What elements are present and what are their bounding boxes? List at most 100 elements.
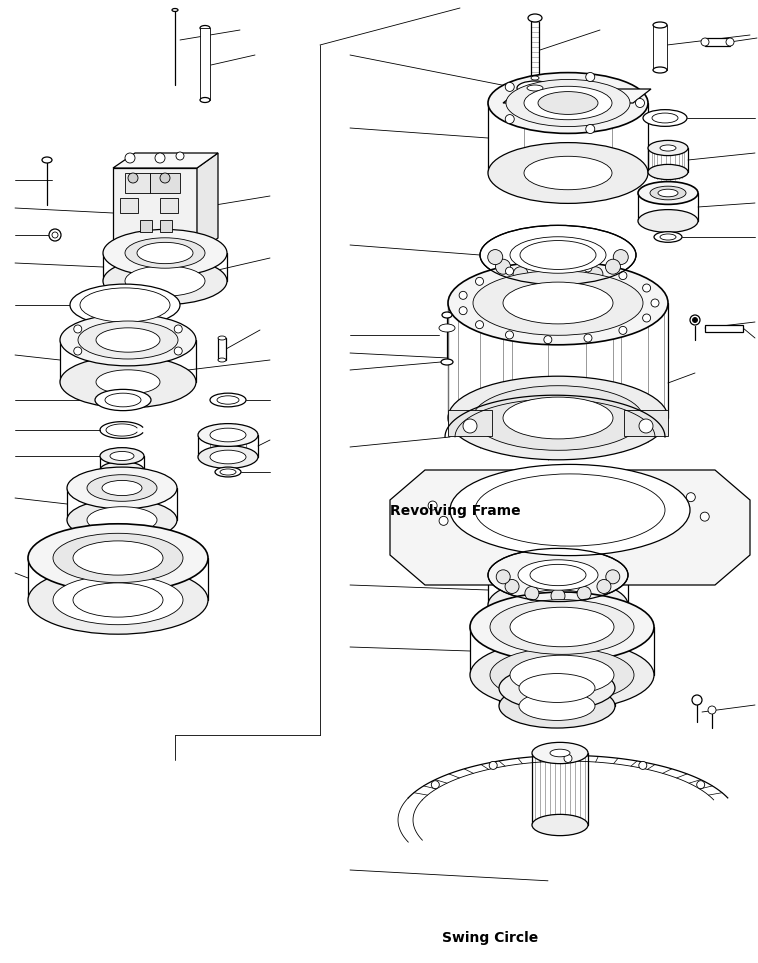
Circle shape <box>651 299 659 307</box>
Ellipse shape <box>518 589 598 620</box>
Ellipse shape <box>210 450 246 464</box>
Circle shape <box>584 334 592 342</box>
Ellipse shape <box>643 110 687 126</box>
Circle shape <box>506 267 513 275</box>
Circle shape <box>606 570 620 584</box>
Circle shape <box>643 284 650 292</box>
Circle shape <box>655 525 664 534</box>
Polygon shape <box>390 470 750 585</box>
Ellipse shape <box>650 186 686 200</box>
Circle shape <box>643 314 650 322</box>
Circle shape <box>74 325 82 333</box>
Circle shape <box>635 98 644 108</box>
Ellipse shape <box>70 284 180 325</box>
Ellipse shape <box>530 564 586 586</box>
Text: Revolving Frame: Revolving Frame <box>390 504 521 518</box>
Ellipse shape <box>638 182 698 204</box>
Circle shape <box>693 318 697 323</box>
Ellipse shape <box>172 9 178 12</box>
Ellipse shape <box>450 464 690 556</box>
Ellipse shape <box>480 225 636 285</box>
Circle shape <box>513 267 528 282</box>
Ellipse shape <box>103 229 227 276</box>
Ellipse shape <box>42 157 52 163</box>
Ellipse shape <box>510 655 614 694</box>
Ellipse shape <box>652 113 678 123</box>
Ellipse shape <box>701 38 709 46</box>
Circle shape <box>155 153 165 163</box>
Circle shape <box>584 264 592 272</box>
Ellipse shape <box>510 608 614 647</box>
Ellipse shape <box>510 237 606 273</box>
Ellipse shape <box>473 386 643 451</box>
Ellipse shape <box>653 67 667 73</box>
Ellipse shape <box>60 314 196 366</box>
Ellipse shape <box>215 467 241 477</box>
Circle shape <box>700 512 709 521</box>
Ellipse shape <box>517 81 553 95</box>
Circle shape <box>496 528 505 536</box>
Polygon shape <box>113 168 197 253</box>
Ellipse shape <box>28 566 208 635</box>
Ellipse shape <box>78 321 178 359</box>
Circle shape <box>160 173 170 183</box>
Circle shape <box>475 321 484 328</box>
Circle shape <box>49 229 61 241</box>
Ellipse shape <box>503 397 613 439</box>
Ellipse shape <box>470 640 654 710</box>
Ellipse shape <box>67 499 177 541</box>
Ellipse shape <box>53 575 183 625</box>
Ellipse shape <box>95 389 151 410</box>
Ellipse shape <box>660 234 676 240</box>
Text: Swing Circle: Swing Circle <box>442 931 538 945</box>
Circle shape <box>588 267 603 282</box>
Ellipse shape <box>532 742 588 764</box>
Circle shape <box>459 306 467 315</box>
Ellipse shape <box>531 76 539 80</box>
Ellipse shape <box>528 14 542 22</box>
Ellipse shape <box>442 312 452 318</box>
Circle shape <box>439 516 448 526</box>
Ellipse shape <box>503 282 613 324</box>
Circle shape <box>619 326 627 334</box>
Ellipse shape <box>105 393 141 406</box>
Ellipse shape <box>538 91 598 115</box>
Ellipse shape <box>519 673 595 702</box>
Ellipse shape <box>532 815 588 836</box>
Ellipse shape <box>125 238 205 269</box>
Circle shape <box>708 706 716 714</box>
Ellipse shape <box>490 648 634 702</box>
Ellipse shape <box>726 38 734 46</box>
Circle shape <box>606 259 621 274</box>
Ellipse shape <box>67 467 177 508</box>
Circle shape <box>697 781 705 789</box>
Polygon shape <box>113 153 218 168</box>
Circle shape <box>525 586 539 600</box>
Circle shape <box>467 487 476 496</box>
Circle shape <box>176 152 184 160</box>
Circle shape <box>639 762 647 769</box>
Ellipse shape <box>200 25 210 31</box>
Circle shape <box>613 249 628 265</box>
Bar <box>120 198 138 213</box>
Ellipse shape <box>102 481 142 496</box>
Circle shape <box>487 249 503 265</box>
Ellipse shape <box>518 560 598 590</box>
Ellipse shape <box>524 156 612 190</box>
Ellipse shape <box>550 749 570 757</box>
Circle shape <box>174 347 182 355</box>
Circle shape <box>496 570 510 584</box>
Ellipse shape <box>137 243 193 264</box>
Ellipse shape <box>520 241 596 270</box>
Circle shape <box>564 271 579 286</box>
Circle shape <box>690 315 700 325</box>
Ellipse shape <box>653 22 667 28</box>
Ellipse shape <box>220 469 236 475</box>
Bar <box>218 338 226 360</box>
Ellipse shape <box>499 666 615 710</box>
Circle shape <box>692 695 702 705</box>
Circle shape <box>686 493 695 502</box>
Circle shape <box>428 501 437 510</box>
Circle shape <box>543 262 552 271</box>
Ellipse shape <box>218 336 226 340</box>
